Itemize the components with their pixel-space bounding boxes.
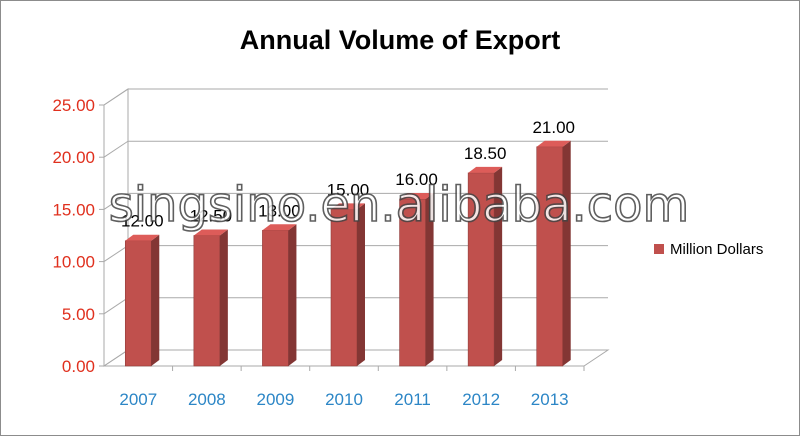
y-tick-label: 15.00: [52, 200, 95, 219]
y-tick-label: 25.00: [52, 96, 95, 115]
bar-top: [536, 140, 571, 147]
bar-front: [193, 235, 221, 367]
y-tick-label: 0.00: [62, 357, 95, 376]
bar: [124, 234, 160, 367]
x-tick-label: 2011: [394, 390, 431, 409]
y-tick-label: 5.00: [62, 305, 95, 324]
x-axis-ticks: 2007 2008 2009 2010 2011 2012 2013: [119, 366, 585, 409]
x-tick-label: 2012: [462, 390, 500, 409]
x-tick-label: 2007: [119, 390, 157, 409]
bar: [330, 203, 365, 367]
bar-top: [399, 192, 434, 199]
bar-top: [125, 234, 160, 241]
bar-front: [262, 229, 289, 367]
bar-front: [467, 172, 495, 367]
data-label: 21.00: [532, 118, 575, 137]
chart-title: Annual Volume of Export: [240, 25, 561, 55]
y-axis-ticks: 0.00 5.00 10.00 15.00 20.00 25.00: [52, 96, 104, 376]
bar-front: [399, 198, 426, 367]
y-tick-label: 20.00: [52, 148, 95, 167]
bar: [193, 229, 228, 367]
bar-side: [562, 140, 571, 366]
bar-top: [262, 224, 297, 231]
x-tick-label: 2009: [257, 390, 295, 409]
legend-swatch: [654, 244, 664, 254]
data-label: 15.00: [327, 180, 370, 199]
bar-side: [288, 224, 297, 366]
gridline: [103, 88, 608, 106]
bar-side: [494, 166, 503, 366]
data-label: 12.00: [121, 212, 164, 231]
gridline: [103, 192, 608, 210]
data-label: 12.50: [190, 207, 233, 226]
bar: [536, 140, 571, 367]
data-label: 18.50: [464, 144, 507, 163]
x-tick-label: 2008: [188, 390, 226, 409]
bar-top: [331, 203, 365, 210]
bar: [467, 166, 503, 367]
bar-side: [219, 229, 228, 366]
bar-side: [151, 234, 160, 366]
bar-side: [425, 192, 434, 366]
bar: [262, 224, 297, 367]
legend: Million Dollars: [654, 241, 763, 258]
bar-side: [357, 203, 365, 366]
bar-top: [193, 229, 228, 236]
x-tick-label: 2010: [325, 390, 363, 409]
bar: [399, 192, 434, 367]
y-tick-label: 10.00: [52, 253, 95, 272]
data-labels: 12.00 12.50 13.00 15.00 16.00 18.50 21.00: [121, 118, 575, 231]
bar-front: [124, 240, 152, 367]
data-label: 16.00: [395, 170, 438, 189]
legend-label: Million Dollars: [670, 241, 763, 258]
bars: [124, 140, 571, 367]
x-tick-label: 2013: [531, 390, 569, 409]
gridline: [103, 140, 608, 158]
data-label: 13.00: [258, 201, 301, 220]
watermark: singsino.en.alibaba.com: [109, 177, 690, 233]
bar-top: [468, 166, 503, 173]
